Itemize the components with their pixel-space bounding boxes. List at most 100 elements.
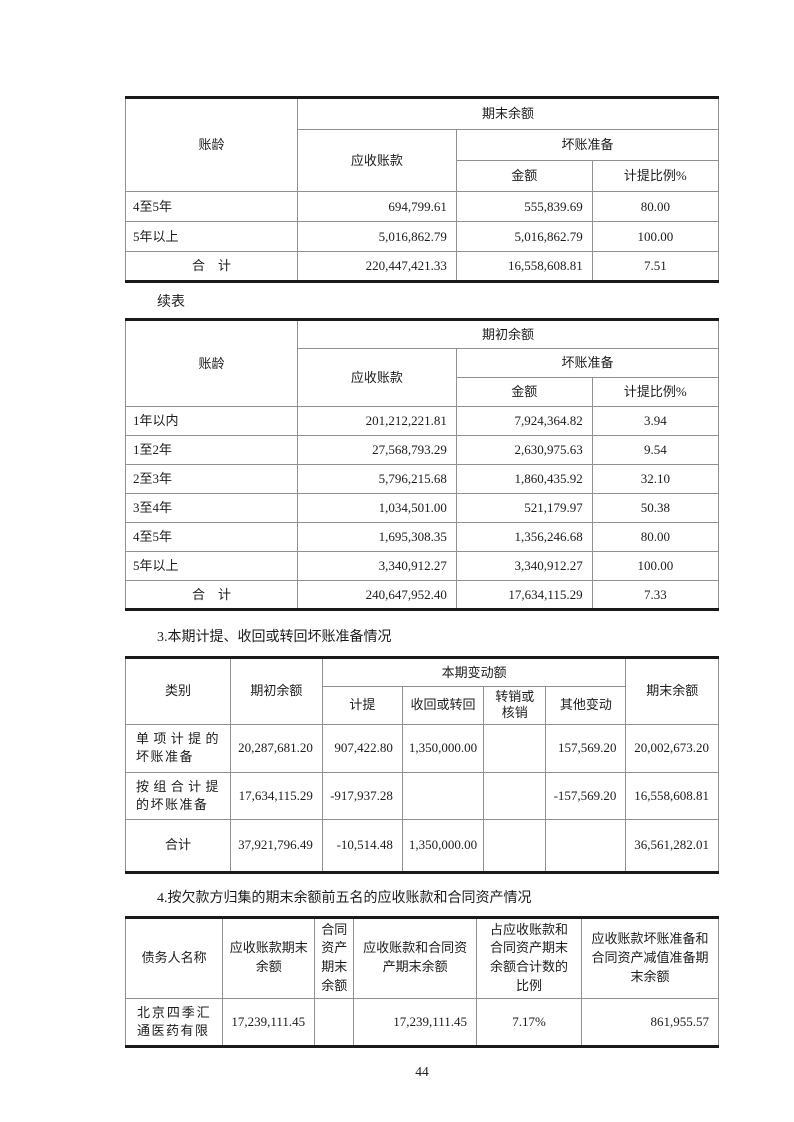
column-header-amount: 金额 (455, 160, 593, 192)
ratio-value: 80.00 (591, 191, 720, 222)
provision-amount-value: 5,016,862.79 (455, 221, 593, 252)
total-label: 合计 (125, 818, 231, 873)
column-header-amount: 金额 (455, 377, 593, 407)
opening-value: 20,287,681.20 (229, 723, 323, 773)
table-row-total: 合 计 240,647,952.40 17,634,115.29 7.33 (125, 580, 720, 610)
table-row-total: 合计 37,921,796.49 -10,514.48 1,350,000.00… (125, 818, 719, 873)
receivables-value: 201,212,221.81 (296, 406, 457, 436)
receivables-value: 694,799.61 (296, 191, 457, 222)
category-label: 单项计提的坏账准备 (125, 723, 231, 773)
page-content: 账龄 期末余额 应收账款 坏账准备 金额 计提比例% 4至5年 694,799.… (124, 96, 720, 1080)
provision-amount-value: 2,630,975.63 (455, 435, 593, 465)
top-debtors-table: 债务人名称 应收账款期末余额 合同资产期末余额 应收账款和合同资产期末余额 占应… (124, 915, 720, 1048)
ratio-of-total-value: 7.17% (476, 997, 582, 1047)
combined-closing-value: 17,239,111.45 (353, 997, 478, 1047)
recovered-value: 1,350,000.00 (401, 723, 485, 773)
receivables-value: 3,340,912.27 (296, 551, 457, 581)
page-number: 44 (415, 1063, 429, 1079)
column-header-ratio-of-total: 占应收账款和合同资产期末余额合计数的比例 (476, 916, 582, 999)
table-row: 4至5年 694,799.61 555,839.69 80.00 (125, 191, 720, 222)
ratio-value: 100.00 (591, 221, 720, 252)
ratio-value: 7.33 (591, 580, 720, 610)
other-changes-value: -157,569.20 (545, 771, 627, 820)
column-header-ratio: 计提比例% (591, 160, 720, 192)
column-header-written-off: 转销或核销 (483, 686, 547, 725)
table-row: 按组合计提的坏账准备 17,634,115.29 -917,937.28 -15… (125, 771, 719, 820)
column-header-receivables: 应收账款 (296, 129, 457, 192)
provision-amount-value: 521,179.97 (455, 493, 593, 523)
column-header-contract-asset-closing: 合同资产期末余额 (314, 916, 355, 999)
receivables-closing-value: 17,239,111.45 (222, 997, 316, 1047)
ratio-value: 7.51 (591, 251, 720, 282)
table-row: 5年以上 5,016,862.79 5,016,862.79 100.00 (125, 221, 720, 252)
column-header-current-change: 本期变动额 (321, 657, 627, 687)
recovered-value (401, 771, 485, 820)
contract-asset-closing-value (314, 997, 355, 1047)
receivables-value: 1,695,308.35 (296, 522, 457, 552)
table-row-total: 合 计 220,447,421.33 16,558,608.81 7.51 (125, 251, 720, 282)
column-header-ratio: 计提比例% (591, 377, 720, 407)
aging-label: 4至5年 (125, 191, 298, 222)
table-row: 单项计提的坏账准备 20,287,681.20 907,422.80 1,350… (125, 723, 719, 773)
provision-amount-value: 7,924,364.82 (455, 406, 593, 436)
provision-changes-table: 类别 期初余额 本期变动额 期末余额 计提 收回或转回 转销或核销 其他变动 单… (125, 656, 719, 874)
ratio-value: 100.00 (591, 551, 720, 581)
closing-value: 16,558,608.81 (625, 771, 719, 820)
column-header-closing-balance: 期末余额 (625, 657, 719, 725)
written-off-value (483, 818, 547, 873)
recovered-value: 1,350,000.00 (401, 818, 485, 873)
receivables-value: 220,447,421.33 (296, 251, 457, 282)
written-off-value (483, 723, 547, 773)
column-header-accrual: 计提 (321, 686, 403, 725)
debtor-name: 北京四季汇通医药有限 (124, 997, 224, 1047)
receivables-value: 1,034,501.00 (296, 493, 457, 523)
provision-amount-value: 16,558,608.81 (455, 251, 593, 282)
opening-value: 17,634,115.29 (229, 771, 323, 820)
closing-value: 20,002,673.20 (625, 723, 719, 773)
provision-amount-value: 1,356,246.68 (455, 522, 593, 552)
column-header-combined-closing: 应收账款和合同资产期末余额 (353, 916, 478, 999)
column-header-bad-debt-provision: 坏账准备 (455, 348, 720, 378)
column-header-debtor-name: 债务人名称 (124, 916, 224, 999)
ratio-value: 9.54 (591, 435, 720, 465)
column-header-receivables-closing: 应收账款期末余额 (222, 916, 316, 999)
column-header-aging: 账龄 (125, 319, 298, 407)
aging-label: 4至5年 (125, 522, 298, 552)
category-label: 按组合计提的坏账准备 (125, 771, 231, 820)
ratio-value: 32.10 (591, 464, 720, 494)
opening-value: 37,921,796.49 (229, 818, 323, 873)
column-header-closing-balance: 期末余额 (296, 97, 720, 130)
table-row: 北京四季汇通医药有限 17,239,111.45 17,239,111.45 7… (124, 997, 720, 1047)
other-changes-value (545, 818, 627, 873)
table-row: 5年以上 3,340,912.27 3,340,912.27 100.00 (125, 551, 720, 581)
aging-label: 3至4年 (125, 493, 298, 523)
total-label: 合 计 (125, 251, 298, 282)
receivables-value: 27,568,793.29 (296, 435, 457, 465)
accrual-value: -10,514.48 (321, 818, 403, 873)
column-header-provision-closing: 应收账款坏账准备和合同资产减值准备期末余额 (580, 916, 720, 999)
aging-label: 1年以内 (125, 406, 298, 436)
aging-label: 5年以上 (125, 221, 298, 252)
provision-amount-value: 555,839.69 (455, 191, 593, 222)
section-3-title: 3.本期计提、收回或转回坏账准备情况 (157, 630, 392, 645)
ratio-value: 80.00 (591, 522, 720, 552)
ratio-value: 50.38 (591, 493, 720, 523)
continued-table-label: 续表 (157, 295, 185, 310)
aging-table-closing: 账龄 期末余额 应收账款 坏账准备 金额 计提比例% 4至5年 694,799.… (125, 96, 720, 283)
table-row: 2至3年 5,796,215.68 1,860,435.92 32.10 (125, 464, 720, 494)
column-header-category: 类别 (125, 657, 231, 725)
total-label: 合 计 (125, 580, 298, 610)
provision-amount-value: 17,634,115.29 (455, 580, 593, 610)
column-header-aging: 账龄 (125, 97, 298, 192)
receivables-value: 5,796,215.68 (296, 464, 457, 494)
table-row: 3至4年 1,034,501.00 521,179.97 50.38 (125, 493, 720, 523)
accrual-value: -917,937.28 (321, 771, 403, 820)
provision-amount-value: 3,340,912.27 (455, 551, 593, 581)
closing-value: 36,561,282.01 (625, 818, 719, 873)
ratio-value: 3.94 (591, 406, 720, 436)
table-row: 1至2年 27,568,793.29 2,630,975.63 9.54 (125, 435, 720, 465)
column-header-recovered: 收回或转回 (401, 686, 485, 725)
provision-amount-value: 1,860,435.92 (455, 464, 593, 494)
table-row: 4至5年 1,695,308.35 1,356,246.68 80.00 (125, 522, 720, 552)
